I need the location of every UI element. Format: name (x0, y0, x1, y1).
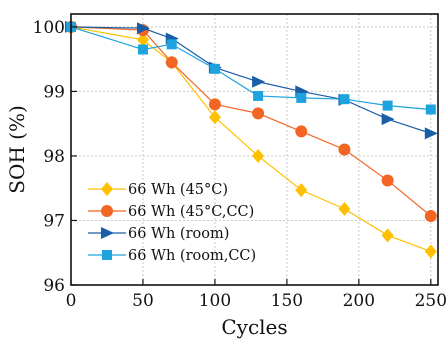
x-tick-label: 100 (199, 291, 231, 311)
legend-marker (102, 250, 112, 260)
data-point (381, 228, 394, 243)
data-point (136, 22, 150, 35)
data-point (166, 39, 177, 50)
legend-label: 66 Wh (45°C,CC) (128, 204, 254, 220)
y-tick-label: 100 (33, 18, 65, 38)
legend-marker (101, 182, 113, 196)
data-point (296, 92, 307, 103)
data-point (208, 98, 221, 111)
data-point (252, 75, 266, 88)
legend-marker (101, 227, 114, 239)
legend-label: 66 Wh (45°C) (128, 182, 228, 198)
data-point (382, 100, 393, 111)
data-point (136, 32, 149, 47)
data-point (424, 209, 437, 222)
data-point (381, 174, 394, 187)
series-layer (65, 19, 438, 259)
data-point (253, 90, 264, 101)
data-point (338, 201, 351, 216)
x-tick-label: 250 (415, 291, 447, 311)
x-tick-label: 200 (343, 291, 375, 311)
legend: 66 Wh (45°C) 66 Wh (45°C,CC) 66 Wh (room) 6… (88, 182, 256, 264)
data-point (252, 148, 265, 163)
y-tick-label: 97 (43, 211, 65, 231)
data-point (424, 244, 437, 259)
data-point (424, 127, 438, 140)
legend-marker (101, 205, 113, 217)
data-point (295, 183, 308, 198)
plot-frame (70, 13, 439, 286)
ticks: 0 50 100 150 200 250 96 97 98 99 100 (33, 18, 447, 311)
y-tick-label: 96 (43, 276, 65, 296)
y-axis-title: SOH (%) (5, 105, 29, 194)
x-tick-label: 0 (66, 291, 77, 311)
data-point (137, 44, 148, 55)
data-point (208, 110, 221, 125)
data-point (425, 104, 436, 115)
x-tick-label: 150 (271, 291, 303, 311)
legend-label: 66 Wh (room,CC) (128, 248, 256, 264)
data-point (295, 125, 308, 138)
data-point (209, 63, 220, 74)
y-tick-label: 99 (43, 82, 65, 102)
y-tick-label: 98 (43, 147, 65, 167)
data-point (381, 113, 395, 126)
x-axis-title: Cycles (221, 315, 287, 339)
data-point (338, 143, 351, 156)
data-point (252, 107, 265, 120)
data-point (165, 56, 178, 69)
legend-label: 66 Wh (room) (128, 226, 229, 242)
series-3 (66, 21, 436, 115)
data-point (339, 94, 350, 105)
x-tick-label: 50 (132, 291, 154, 311)
